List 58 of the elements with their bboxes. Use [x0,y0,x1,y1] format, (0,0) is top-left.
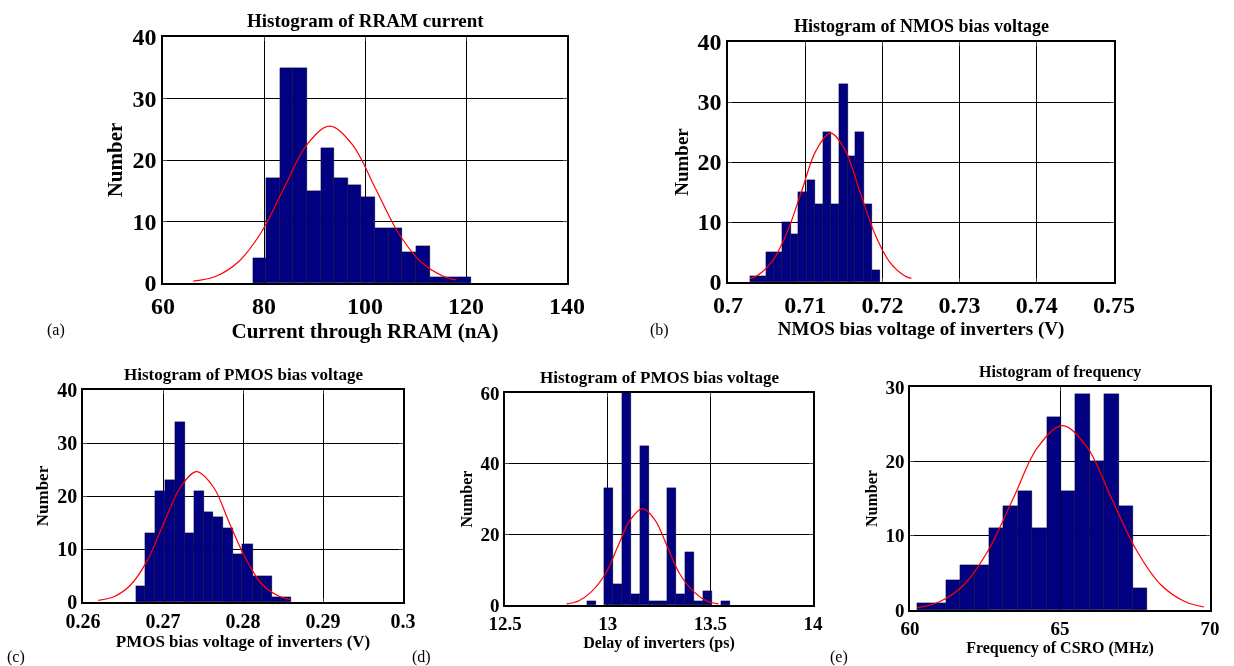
x-tick-label: 0.74 [1015,291,1058,318]
y-axis-title: Number [33,465,53,527]
y-tick-label: 30 [57,432,78,454]
x-tick-label: 120 [448,292,484,319]
x-tick-label: 100 [347,292,383,319]
x-tick-label: 14 [803,612,823,634]
text: (a) [47,321,65,339]
y-tick-label: 40 [697,29,722,56]
x-tick-label: 70 [1200,617,1220,639]
x-tick-label: 0.3 [390,609,416,632]
y-axis-title: Number [670,127,692,196]
x-tick-label: 80 [252,292,276,319]
y-tick-label: 30 [885,376,905,398]
x-tick-label: 0.28 [225,609,261,632]
x-tick-label: 13.5 [693,612,727,634]
y-tick-label: 20 [885,450,905,472]
x-tick-label: 0.27 [145,609,181,632]
y-tick-label: 40 [57,379,78,401]
chart-title: Histogram of PMOS bias voltage [540,368,780,387]
chart-title: Histogram of frequency [979,363,1142,381]
chart-title: Histogram of RRAM current [247,10,485,31]
y-axis-title: Number [457,470,475,528]
x-axis-title: Delay of inverters (ps) [583,633,735,652]
x-tick-label: 0.73 [938,291,981,318]
y-tick-label: 10 [885,525,905,547]
x-tick-label: 0.75 [1093,291,1135,318]
y-tick-label: 20 [697,149,722,176]
line-series [97,471,291,602]
x-tick-label: 140 [549,292,585,319]
y-tick-label: 20 [480,523,500,545]
chart-title: Histogram of PMOS bias voltage [124,365,364,384]
y-tick-label: 10 [57,538,78,560]
y-tick-label: 20 [132,147,157,174]
x-axis-title: Frequency of CSRO (MHz) [966,638,1154,657]
x-tick-label: 0.72 [861,291,904,318]
y-axis-title: Number [862,470,880,527]
y-tick-label: 10 [697,209,722,236]
chart-title: Histogram of NMOS bias voltage [794,16,1049,36]
text: (b) [650,321,669,339]
x-tick-label: 0.29 [305,609,341,632]
x-axis-title: PMOS bias voltage of inverters (V) [115,631,371,651]
text: (c) [7,648,25,666]
y-tick-label: 30 [697,89,722,116]
y-tick-label: 60 [480,382,500,404]
y-tick-label: 10 [132,208,157,235]
y-axis-title: Number [103,122,128,198]
x-tick-label: 13 [598,612,618,634]
y-tick-label: 20 [57,485,78,507]
y-tick-label: 40 [480,453,500,475]
text: (d) [412,648,431,666]
y-tick-label: 40 [132,24,157,51]
x-tick-label: 65 [1050,617,1070,639]
x-axis-title: NMOS bias voltage of inverters (V) [777,317,1065,340]
x-axis-title: Current through RRAM (nA) [231,318,499,343]
y-tick-label: 30 [132,85,157,112]
line-series [916,425,1205,609]
text: (e) [830,648,848,666]
x-tick-label: 0.71 [784,291,827,318]
